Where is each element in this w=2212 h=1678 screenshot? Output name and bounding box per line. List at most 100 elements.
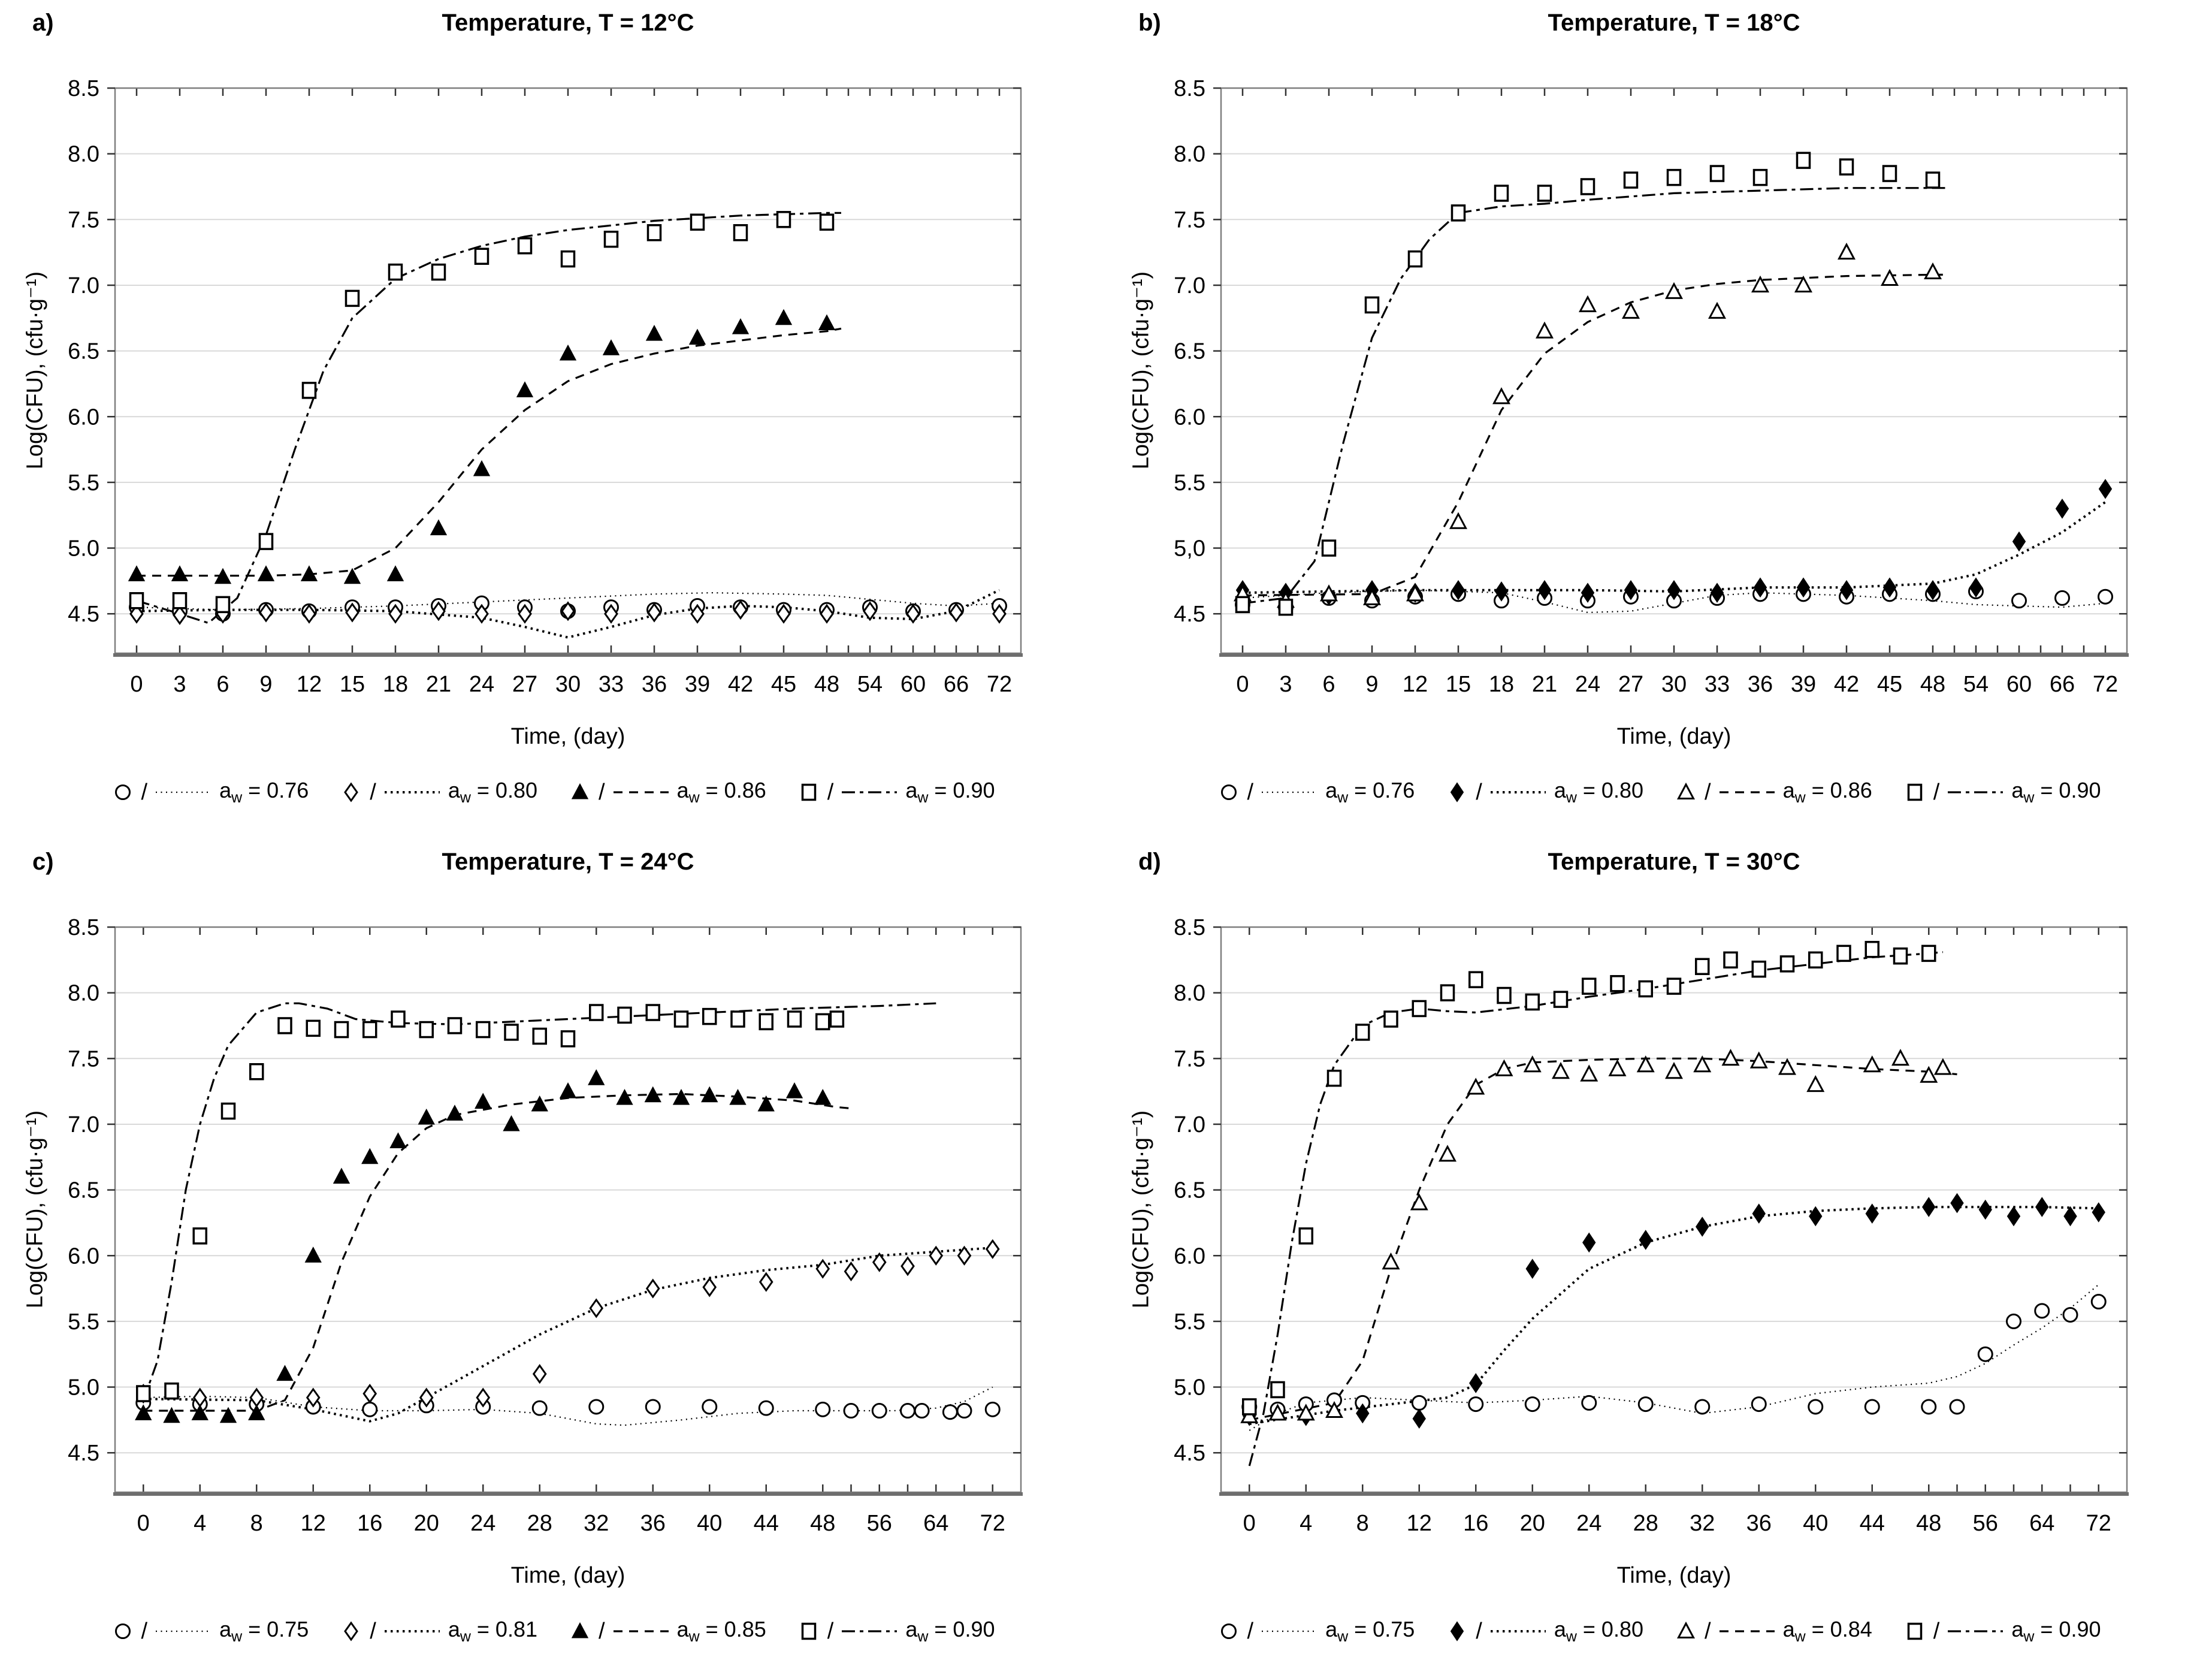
panel-legend: / aw = 0.76 / aw = 0.80 / aw = 0.86 / aw = 0.90 <box>1106 778 2212 807</box>
svg-text:4.5: 4.5 <box>1174 602 1205 627</box>
svg-text:66: 66 <box>944 672 969 697</box>
legend-item-aw-0.75: / aw = 0.75 <box>111 1617 309 1646</box>
legend-label: aw = 0.90 <box>905 1617 995 1646</box>
x-tick-labels: 0 3 6 9 12 15 18 21 24 27 30 33 36 39 42 45 48 54 60 66 72 <box>1236 672 2118 697</box>
legend-label: aw = 0.86 <box>676 778 766 807</box>
line-style-sample-dash <box>613 1630 669 1632</box>
svg-text:27: 27 <box>512 672 537 697</box>
svg-text:36: 36 <box>640 1511 666 1536</box>
triangle-filled-icon <box>571 783 589 799</box>
fit-line-aw-0.81 <box>143 1247 993 1423</box>
legend-item-aw-0.90: / aw = 0.90 <box>1903 778 2101 807</box>
svg-text:8.5: 8.5 <box>1174 915 1205 940</box>
panel-b: 0 3 6 9 12 15 18 21 24 27 30 33 36 39 42 45 48 54 60 66 72 8.… <box>1106 0 2212 839</box>
svg-text:32: 32 <box>1690 1511 1715 1536</box>
svg-text:5.5: 5.5 <box>68 1309 99 1335</box>
panel-c-chart: 0 4 8 12 16 20 24 28 32 36 40 44 48 56 64 728.58.07.57.… <box>68 915 1023 1536</box>
legend-item-aw-0.90: / aw = 0.90 <box>1903 1617 2101 1646</box>
legend-separator: / <box>370 779 376 805</box>
panel-a-chart: 0 3 6 9 12 15 18 21 24 27 30 33 36 39 42 45 48 54 60 66 728.… <box>68 76 1023 697</box>
svg-text:9: 9 <box>259 672 272 697</box>
series-points-aw-0.90 <box>129 211 835 614</box>
axis-ticks <box>107 926 1021 1492</box>
legend-separator: / <box>1705 1618 1711 1644</box>
x-tick-labels: 0 3 6 9 12 15 18 21 24 27 30 33 36 39 42 45 48 54 60 66 72 <box>130 672 1012 697</box>
svg-text:5.5: 5.5 <box>68 470 99 496</box>
legend-label: aw = 0.80 <box>1554 778 1643 807</box>
series-points-aw-0.84 <box>1240 1049 1952 1423</box>
svg-text:72: 72 <box>2093 672 2118 697</box>
panel-d-chart: 0 4 8 12 16 20 24 28 32 36 40 44 48 56 64 728.58.07.57.… <box>1174 915 2129 1536</box>
legend-label: aw = 0.90 <box>2011 778 2101 807</box>
svg-text:60: 60 <box>900 672 926 697</box>
svg-text:6.0: 6.0 <box>1174 1244 1205 1269</box>
legend-separator: / <box>1476 1618 1482 1644</box>
axis-ticks <box>107 87 1021 653</box>
fit-line-aw-0.85 <box>143 1092 851 1412</box>
svg-text:45: 45 <box>771 672 796 697</box>
svg-text:5.5: 5.5 <box>1174 470 1205 496</box>
svg-text:54: 54 <box>857 672 883 697</box>
series-points-aw-0.85 <box>135 1069 832 1423</box>
svg-text:8.0: 8.0 <box>1174 142 1205 167</box>
svg-text:16: 16 <box>357 1511 382 1536</box>
svg-text:20: 20 <box>414 1511 439 1536</box>
line-style-sample-dot-fine <box>1262 1630 1317 1632</box>
panel-letter: a) <box>32 10 54 36</box>
svg-text:8.0: 8.0 <box>68 142 99 167</box>
legend-label: aw = 0.80 <box>1554 1617 1643 1646</box>
svg-text:72: 72 <box>987 672 1012 697</box>
legend-item-aw-0.90: / aw = 0.90 <box>797 1617 995 1646</box>
svg-text:56: 56 <box>1973 1511 1998 1536</box>
panel-letter: d) <box>1138 849 1161 875</box>
plot-frame <box>1219 87 2129 657</box>
line-style-sample-dot <box>384 791 440 794</box>
legend-item-aw-0.84: / aw = 0.84 <box>1675 1617 1872 1646</box>
y-axis-label: Log(CFU), (cfu·g⁻¹) <box>1128 1110 1154 1309</box>
line-style-sample-dot <box>1490 791 1546 794</box>
svg-text:15: 15 <box>340 672 365 697</box>
legend-label: aw = 0.75 <box>1325 1617 1415 1646</box>
svg-text:7.5: 7.5 <box>68 1046 99 1072</box>
legend-label: aw = 0.76 <box>219 778 309 807</box>
svg-text:6.5: 6.5 <box>68 1178 99 1203</box>
legend-separator: / <box>1247 1618 1254 1644</box>
legend-label: aw = 0.84 <box>1782 1617 1872 1646</box>
panel-d: 0 4 8 12 16 20 24 28 32 36 40 44 48 56 64 72 8.5 8.0 7.5 7.… <box>1106 839 2212 1678</box>
gridlines <box>1221 992 2127 1454</box>
x-axis-label: Time, (day) <box>510 724 625 749</box>
line-style-sample-dash <box>1719 791 1775 793</box>
svg-text:36: 36 <box>642 672 667 697</box>
svg-text:40: 40 <box>1803 1511 1828 1536</box>
line-style-sample-dot-fine <box>156 1630 211 1632</box>
svg-text:36: 36 <box>1748 672 1773 697</box>
series-points-aw-0.75 <box>1241 1294 2107 1417</box>
line-style-sample-dot <box>384 1630 440 1633</box>
legend-separator: / <box>599 779 605 805</box>
y-tick-labels: 8.5 8.0 7.5 7.0 6.5 6.0 5.5 5.0 4.5 <box>68 76 99 627</box>
svg-text:40: 40 <box>697 1511 722 1536</box>
line-style-sample-dashdot <box>1948 1630 2004 1632</box>
diamond-filled-icon <box>1451 1621 1464 1641</box>
fit-line-aw-0.90 <box>142 1002 936 1401</box>
panel-b-chart: 0 3 6 9 12 15 18 21 24 27 30 33 36 39 42 45 48 54 60 66 728.… <box>1174 76 2129 697</box>
svg-text:12: 12 <box>297 672 322 697</box>
line-style-sample-dashdot <box>1948 791 2004 793</box>
panel-title: Temperature, T = 30°C <box>1548 849 1800 875</box>
svg-text:24: 24 <box>1575 672 1600 697</box>
series-points-aw-0.90 <box>1235 152 1941 616</box>
svg-text:27: 27 <box>1618 672 1643 697</box>
svg-text:45: 45 <box>1877 672 1902 697</box>
circle-open-icon <box>114 1623 131 1640</box>
svg-text:6.0: 6.0 <box>1174 405 1205 430</box>
y-tick-labels: 8.5 8.0 7.5 7.0 6.5 6.0 5.5 5.0 4.5 <box>68 915 99 1466</box>
series-points-aw-0.90 <box>136 1004 845 1402</box>
legend-item-aw-0.90: / aw = 0.90 <box>797 778 995 807</box>
svg-text:5.0: 5.0 <box>1174 1375 1205 1401</box>
fit-line-aw-0.84 <box>1249 1057 1957 1421</box>
svg-text:18: 18 <box>1489 672 1514 697</box>
legend-separator: / <box>1476 779 1482 805</box>
svg-text:48: 48 <box>1916 1511 1941 1536</box>
svg-text:28: 28 <box>1633 1511 1658 1536</box>
